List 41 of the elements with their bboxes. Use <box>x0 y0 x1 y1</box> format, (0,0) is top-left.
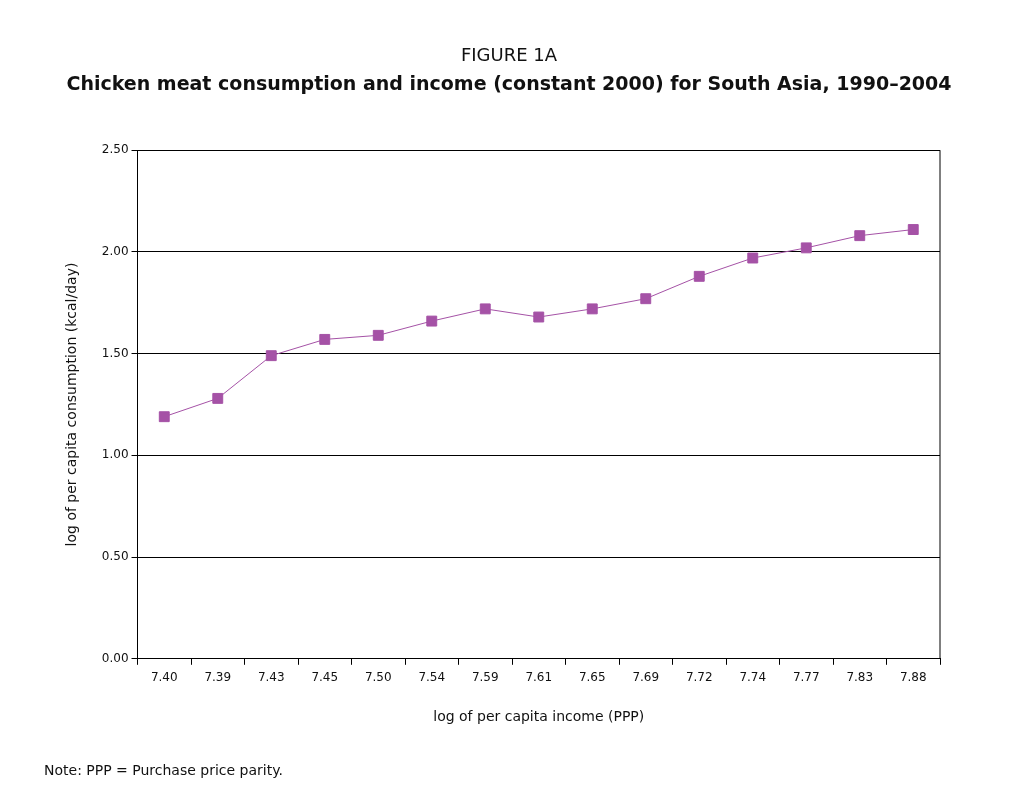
x-axis-title: log of per capita income (PPP) <box>433 708 645 725</box>
x-tick-label: 7.61 <box>525 670 553 685</box>
point <box>800 242 812 254</box>
x-tick-label: 7.72 <box>685 670 713 685</box>
x-tick-label: 7.54 <box>418 670 446 685</box>
point <box>319 333 331 345</box>
point <box>426 315 438 327</box>
point <box>693 270 705 282</box>
x-tick-label: 7.77 <box>792 670 820 685</box>
x-tick-label: 7.83 <box>846 670 874 685</box>
x-tick-label: 7.50 <box>364 670 392 685</box>
y-axis-title: log of per capita consumption (kcal/day) <box>63 262 80 547</box>
point <box>747 252 759 264</box>
x-tick-label: 7.59 <box>471 670 499 685</box>
y-tick-label: 2.00 <box>101 244 129 259</box>
chart-subtitle: Chicken meat consumption and income (constant 2000) for South Asia, 1990–2004 <box>65 72 953 94</box>
x-tick-label: 7.45 <box>311 670 339 685</box>
y-tick-label: 1.00 <box>101 447 129 462</box>
point <box>158 411 170 423</box>
x-tick-label: 7.69 <box>632 670 660 685</box>
point <box>372 329 384 341</box>
x-tick-label: 7.43 <box>257 670 285 685</box>
x-tick-label: 7.74 <box>739 670 767 685</box>
point <box>533 311 545 323</box>
point <box>907 224 919 235</box>
chart-title: FIGURE 1A <box>459 44 559 65</box>
point <box>640 293 652 305</box>
y-tick-label: 0.00 <box>101 650 129 665</box>
y-tick-label: 1.50 <box>101 345 129 360</box>
y-tick-label: 2.50 <box>101 142 129 157</box>
point <box>854 230 866 242</box>
point <box>479 303 491 315</box>
point <box>265 350 277 362</box>
text: Note: PPP = Purchase price parity. <box>44 762 283 778</box>
x-tick-label: 7.88 <box>899 670 927 685</box>
x-tick-label: 7.40 <box>150 670 178 685</box>
point <box>212 392 224 404</box>
y-tick-label: 0.50 <box>101 549 129 564</box>
point <box>586 303 598 315</box>
x-tick-label: 7.65 <box>578 670 606 685</box>
x-tick-label: 7.39 <box>204 670 232 685</box>
